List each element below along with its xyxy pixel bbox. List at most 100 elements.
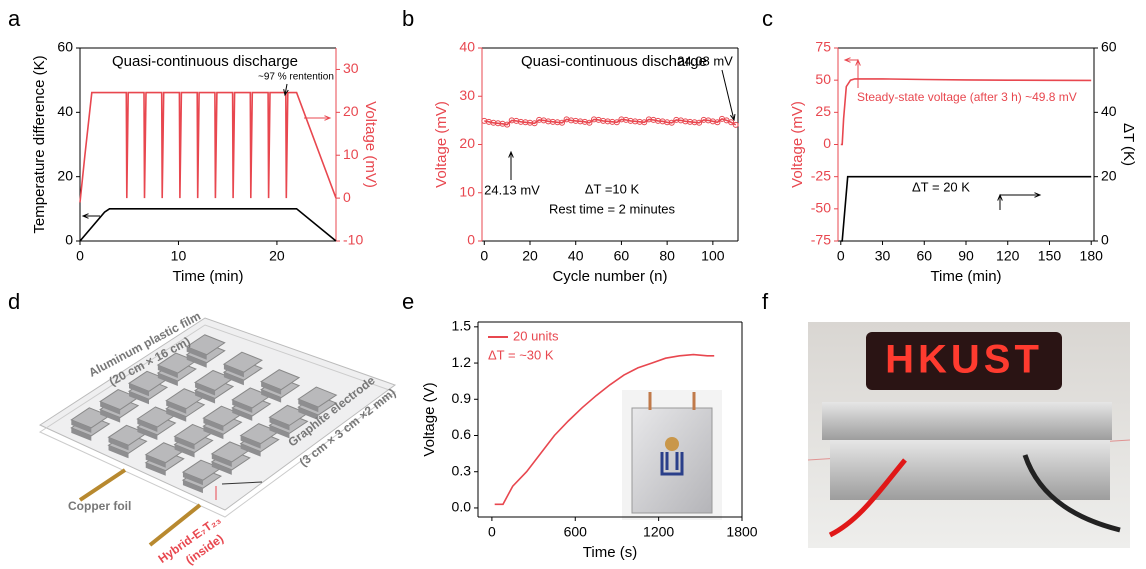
series-line	[840, 78, 1092, 146]
y2-tick-label: 20	[1101, 167, 1117, 183]
point	[613, 119, 620, 126]
y-tick-label: 75	[815, 39, 831, 55]
y2-axis-label: ΔT (K)	[1120, 123, 1137, 166]
electrode-side	[128, 391, 149, 405]
electrode-side	[157, 365, 178, 379]
electrode-side	[298, 407, 319, 421]
panel-label: d	[8, 289, 20, 314]
x-tick-label: 1800	[726, 524, 757, 540]
annotation: 24.13 mV	[484, 182, 540, 197]
electrode-side	[186, 354, 207, 368]
electrode-side	[195, 382, 216, 396]
electrode-side	[186, 346, 207, 360]
series-line	[840, 175, 1092, 242]
x-tick-label: 40	[568, 248, 584, 264]
electrode-side	[137, 419, 158, 433]
chart-title: Quasi-continuous discharge	[521, 53, 707, 70]
electrode-side	[145, 462, 166, 476]
y2-tick-label: 30	[343, 60, 359, 76]
y-tick-label: 30	[459, 87, 475, 103]
electrode-side	[269, 425, 290, 439]
electrode-side	[211, 453, 232, 467]
y-tick-label: 0.3	[452, 462, 472, 478]
x-tick-label: 0	[837, 248, 845, 264]
arrow	[284, 83, 288, 96]
arrow-head	[324, 115, 332, 121]
electrode-side	[240, 435, 261, 449]
y-tick-label: 0	[65, 232, 73, 248]
electrode-side	[232, 399, 253, 413]
electrode-side	[232, 407, 253, 421]
y-tick-label: 40	[57, 103, 73, 119]
electrode-side	[71, 427, 92, 441]
x-tick-label: 1200	[643, 524, 674, 540]
x-tick-label: 0	[488, 524, 496, 540]
panel-label: c	[762, 6, 773, 31]
annotation: ~97 % rentention	[258, 72, 334, 83]
point	[714, 119, 721, 126]
electrode-side	[71, 419, 92, 433]
point	[668, 119, 675, 126]
annotation: Rest time = 2 minutes	[549, 201, 676, 216]
copper-foil	[78, 468, 127, 502]
y-tick-label: 25	[815, 103, 831, 119]
y2-tick-label: 0	[343, 189, 351, 205]
arrow-head	[843, 57, 851, 63]
y-tick-label: 20	[459, 135, 475, 151]
electrode-side	[137, 427, 158, 441]
x-tick-label: 100	[701, 248, 725, 264]
panel-label: e	[402, 289, 414, 314]
electrode-side	[223, 372, 244, 386]
electrode-side	[100, 409, 121, 423]
logo	[665, 437, 679, 451]
y-tick-label: 1.5	[452, 318, 472, 334]
y-tick-label: 0	[823, 135, 831, 151]
x-axis-label: Cycle number (n)	[552, 268, 667, 285]
y2-axis-label: Voltage (mV)	[362, 101, 379, 188]
annotation: Steady-state voltage (after 3 h) ~49.8 m…	[857, 90, 1077, 104]
y-tick-label: 0.6	[452, 426, 472, 442]
copper-foil	[148, 503, 202, 547]
y-axis-label: Voltage (mV)	[433, 101, 450, 188]
panel-label: a	[8, 6, 21, 31]
electrode-side	[298, 399, 319, 413]
y2-tick-label: 0	[1101, 232, 1109, 248]
y-tick-label: 0.9	[452, 390, 472, 406]
x-tick-label: 120	[996, 248, 1020, 264]
y2-tick-label: 10	[343, 146, 359, 162]
point	[504, 121, 511, 128]
electrode-side	[174, 436, 195, 450]
electrode-side	[166, 400, 187, 414]
inset-photo	[622, 390, 722, 520]
film-edge	[38, 324, 397, 518]
arrow	[721, 69, 735, 121]
arrow-head	[730, 113, 736, 122]
x-axis-label: Time (min)	[930, 268, 1001, 285]
x-tick-label: 30	[875, 248, 891, 264]
x-tick-label: 80	[659, 248, 675, 264]
electrode-side	[203, 426, 224, 440]
black-wire	[1022, 454, 1121, 533]
panel-label: f	[762, 289, 769, 314]
electrode-side	[195, 390, 216, 404]
y-axis-label: Temperature difference (K)	[31, 55, 48, 233]
electrode-side	[108, 445, 129, 459]
y2-tick-label: 40	[1101, 103, 1117, 119]
x-tick-label: 600	[564, 524, 588, 540]
series-line	[79, 91, 337, 203]
y-tick-label: 0	[467, 232, 475, 248]
chart-title: Quasi-continuous discharge	[112, 53, 298, 70]
point	[531, 120, 538, 127]
arrow-head	[1034, 192, 1042, 198]
point	[728, 119, 735, 126]
y-tick-label: -25	[811, 167, 831, 183]
electrode-side	[182, 480, 203, 494]
y2-tick-label: 20	[343, 103, 359, 119]
point	[732, 121, 739, 128]
annotation: ΔT = 20 K	[912, 179, 970, 194]
y-tick-label: 50	[815, 71, 831, 87]
x-tick-label: 180	[1080, 248, 1104, 264]
led-display	[866, 332, 1062, 390]
electrode-side	[145, 454, 166, 468]
